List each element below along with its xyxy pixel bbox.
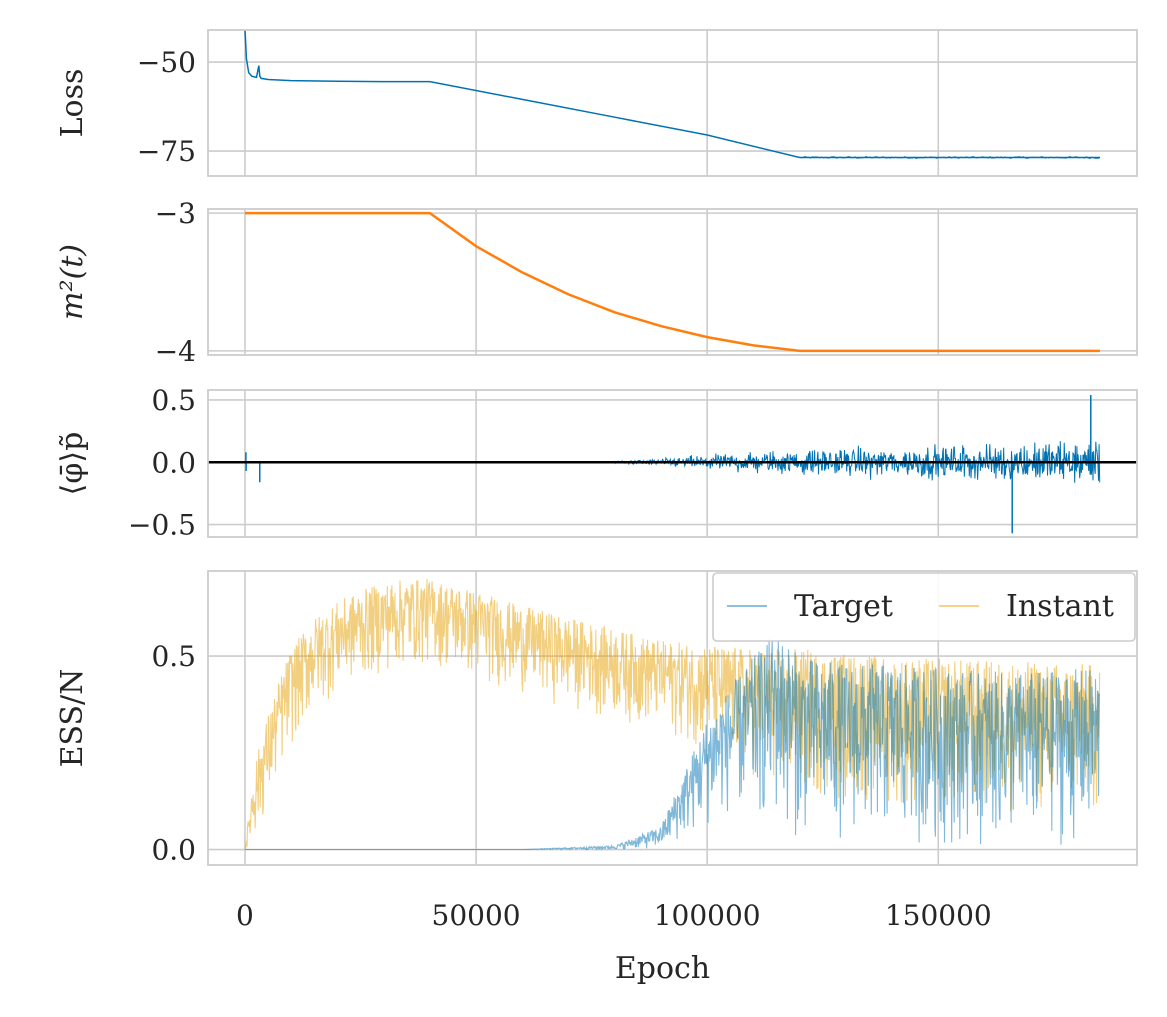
- series-jitter: [799, 156, 1100, 159]
- y-axis-label: Loss: [55, 69, 90, 138]
- x-tick-label: 0: [236, 899, 254, 932]
- x-tick-label: 150000: [885, 899, 992, 932]
- panel-magnetization: 0.5 0.0 −0.5 ⟨φ̄⟩p̃: [55, 384, 1138, 542]
- panel-frame: [207, 208, 1138, 356]
- x-tick-label: 100000: [654, 899, 761, 932]
- panel-frame: [207, 29, 1138, 177]
- y-tick-label: −0.5: [128, 509, 196, 542]
- y-tick-label: 0.0: [151, 446, 196, 479]
- y-tick-label: −50: [137, 46, 196, 79]
- plot-area: [208, 394, 1137, 534]
- y-tick-label: 0.5: [151, 640, 196, 673]
- legend-box: [712, 572, 1136, 642]
- y-tick-label: −75: [137, 135, 196, 168]
- plot-area: [244, 579, 1101, 851]
- y-tick-label: −3: [155, 197, 196, 230]
- legend: Target Instant: [712, 572, 1136, 642]
- y-tick-label: 0.0: [151, 834, 196, 867]
- legend-label-Instant: Instant: [1006, 589, 1114, 624]
- x-tick-label: 50000: [432, 899, 521, 932]
- series-line-Target: [245, 638, 1101, 851]
- panel-frame: [207, 389, 1138, 538]
- panel-frame: [207, 570, 1138, 866]
- legend-label-Target: Target: [794, 589, 893, 624]
- y-tick-label: −4: [155, 335, 196, 368]
- panel-ess: 0.5 0.0 Target Instant 0 50000 100000 150000 Epo…: [55, 570, 1138, 986]
- panel-loss: −50 −75 Loss: [55, 29, 1138, 177]
- series-line-Loss: [244, 30, 1100, 159]
- y-axis-label: ⟨φ̄⟩p̃: [55, 432, 90, 496]
- y-tick-label: 0.5: [151, 384, 196, 417]
- panel-mass: −3 −4 m²(t): [55, 197, 1138, 368]
- x-axis-label: Epoch: [615, 951, 710, 986]
- plot-area: [244, 30, 1100, 159]
- series-line-m2: [245, 211, 1100, 353]
- plot-area: [245, 211, 1100, 353]
- y-axis-label: ESS/N: [55, 669, 90, 768]
- y-axis-label: m²(t): [55, 244, 90, 320]
